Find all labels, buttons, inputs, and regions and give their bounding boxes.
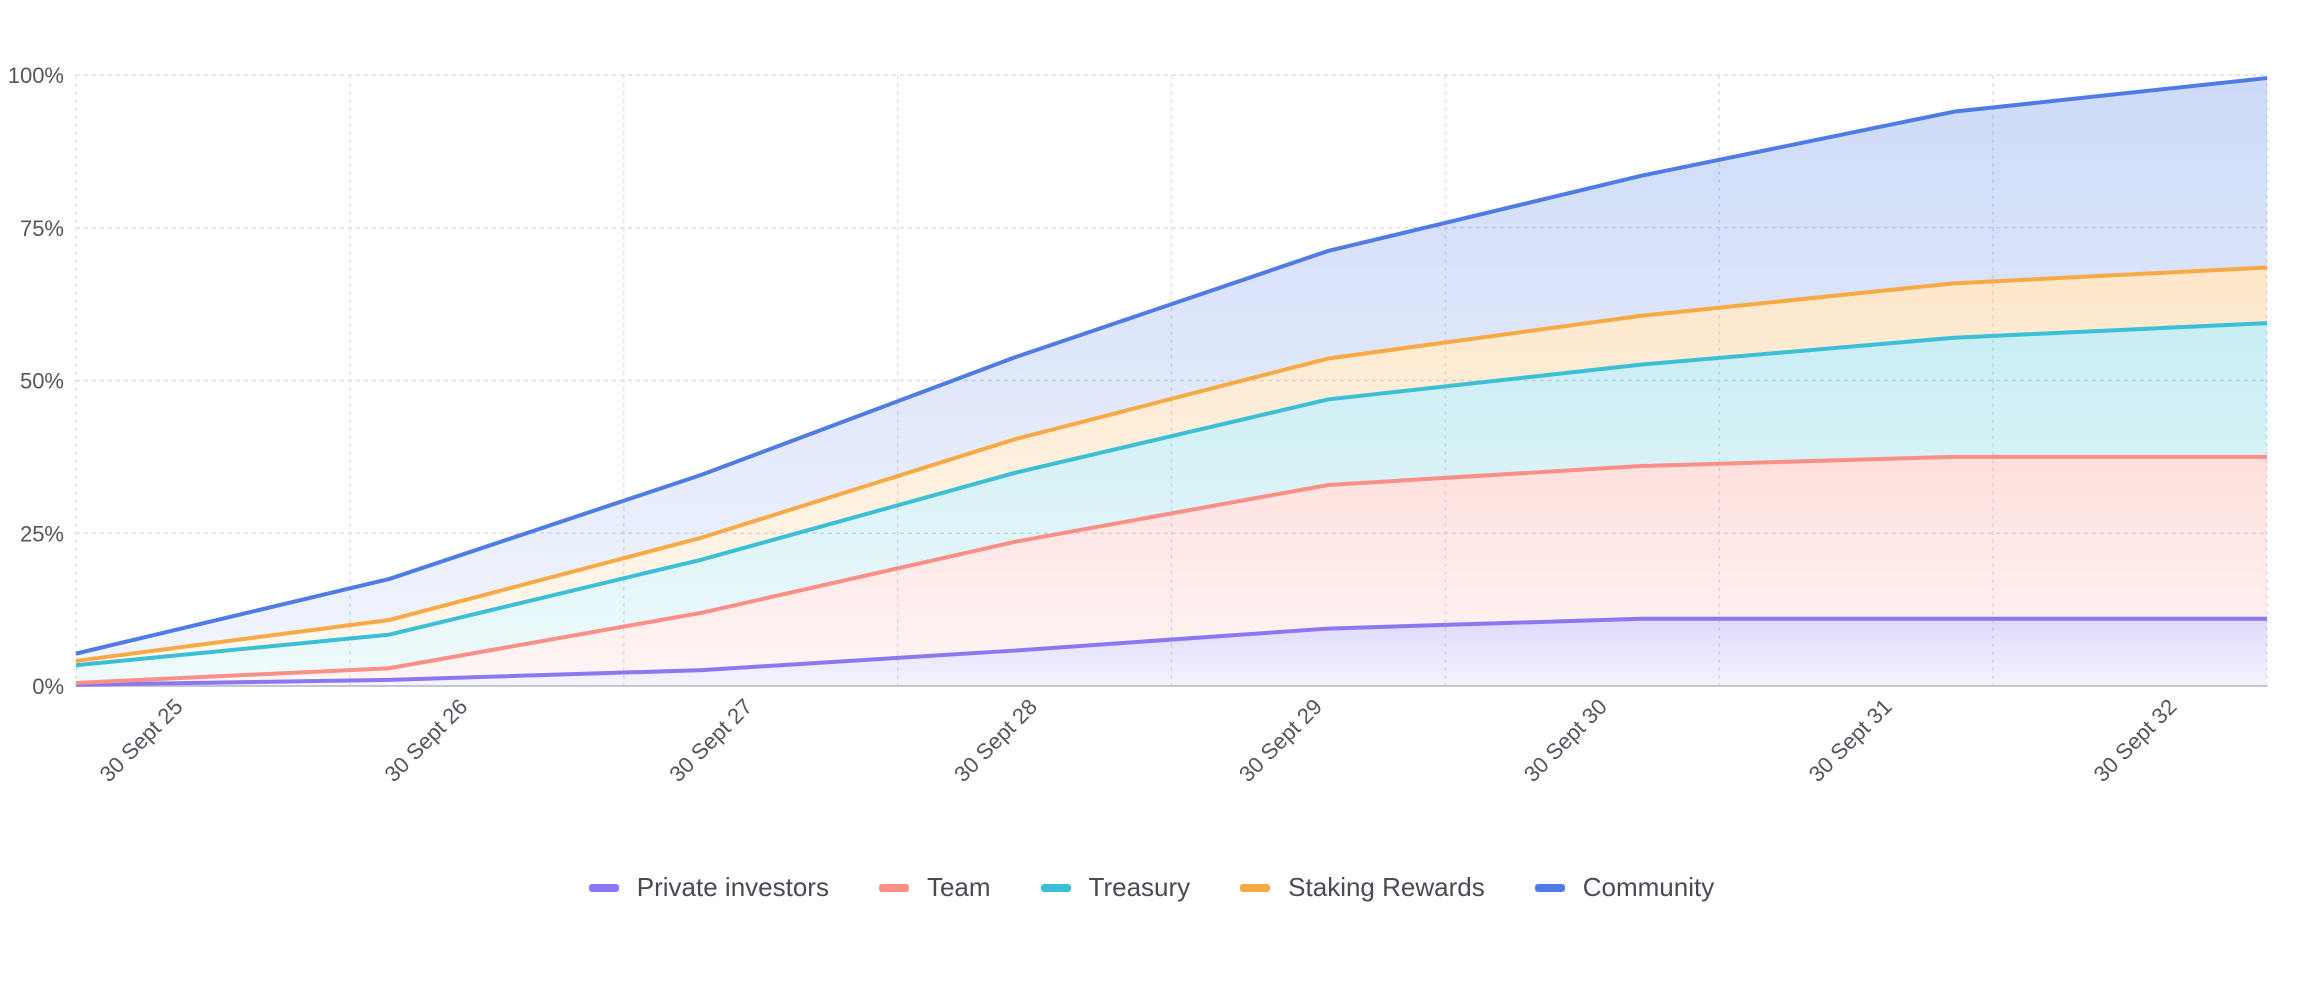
x-tick-label: 30 Sept 26 (379, 694, 472, 787)
legend-label: Private investors (636, 872, 829, 902)
line-team[interactable] (75, 454, 2267, 685)
legend-label: Treasury (1088, 872, 1191, 902)
legend-item[interactable]: Community (1534, 872, 1715, 903)
legend-item[interactable]: Treasury (1040, 872, 1191, 903)
x-tick-label: 30 Sept 32 (2089, 694, 2182, 787)
x-tick-label: 30 Sept 27 (664, 694, 757, 787)
x-axis-ticks: 30 Sept 25 30 Sept 26 30 Sept 27 30 Sept 28… (95, 694, 2182, 787)
line-staking-rewards[interactable] (75, 265, 2268, 663)
legend-swatch-icon (1534, 883, 1565, 892)
x-tick-label: 30 Sept 25 (95, 694, 188, 787)
legend-label: Team (926, 872, 991, 902)
legend-swatch-icon (878, 883, 909, 892)
area-private-investors (76, 618, 2267, 686)
legend-item[interactable]: Staking Rewards (1240, 872, 1485, 903)
legend-item[interactable]: Team (878, 872, 991, 903)
y-tick-label: 50% (20, 369, 64, 394)
area-community (76, 78, 2267, 661)
line-treasury[interactable] (75, 321, 2268, 668)
legend-label: Staking Rewards (1288, 872, 1485, 902)
lines (75, 76, 2268, 687)
legend: Private investors Team Treasury Staking Rew… (0, 872, 2303, 903)
line-community[interactable] (75, 76, 2268, 656)
y-tick-label: 0% (32, 674, 64, 699)
y-tick-label: 25% (20, 521, 64, 546)
legend-swatch-icon (1040, 883, 1071, 892)
area-treasury (76, 323, 2267, 683)
legend-item[interactable]: Private investors (588, 872, 829, 903)
stacked-area-chart: 0%25%50%75%100% 30 Sept 25 30 Sept 26 30 S… (8, 63, 2268, 787)
areas (76, 78, 2267, 686)
legend-swatch-icon (588, 883, 619, 892)
x-tick-label: 30 Sept 30 (1519, 694, 1612, 787)
legend-label: Community (1582, 872, 1715, 902)
y-axis-ticks: 0% 25% 50% 75% 100% (8, 63, 64, 699)
x-tick-label: 30 Sept 28 (949, 694, 1042, 787)
area-staking-rewards (76, 267, 2267, 666)
line-private-investors[interactable] (75, 616, 2267, 687)
y-tick-label: 100% (8, 63, 64, 88)
legend-swatch-icon (1240, 883, 1271, 892)
x-tick-label: 30 Sept 29 (1234, 694, 1327, 787)
x-tick-label: 30 Sept 31 (1804, 694, 1897, 787)
y-tick-label: 75% (20, 216, 64, 241)
